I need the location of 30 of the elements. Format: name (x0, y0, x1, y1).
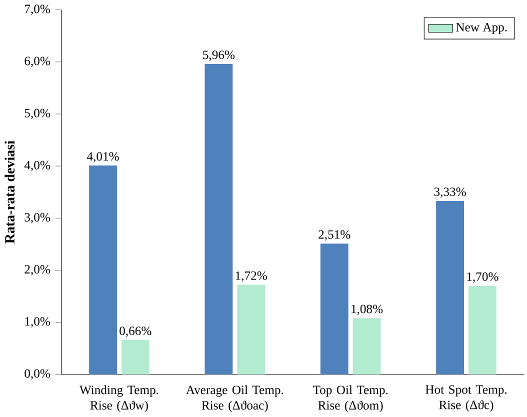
bar (237, 284, 266, 374)
bar (320, 244, 348, 374)
bar (352, 318, 381, 374)
bar (121, 340, 150, 374)
bar (436, 201, 464, 374)
y-tick-label: 7,0% (25, 4, 50, 16)
y-tick-label: 3,0% (24, 213, 50, 224)
data-label: 1,72% (236, 271, 267, 282)
data-label: 1,08% (352, 304, 383, 316)
bar (204, 64, 233, 374)
x-tick-label: Top Oil Temp. Rise (Δϑom) (312, 385, 388, 412)
y-tick-label: 5,0% (24, 108, 50, 120)
data-label: 4,01% (86, 152, 119, 163)
y-tick-label: 2,0% (24, 265, 50, 276)
y-axis-title: Rata-rata deviasi (4, 140, 15, 244)
y-tick-label: 4,0% (24, 160, 50, 172)
legend-label: New App. (456, 23, 507, 34)
data-label: 5,96% (203, 50, 235, 61)
data-label: 0,66% (120, 326, 152, 337)
y-tick-label: 0,0% (24, 369, 50, 380)
x-tick-label: Average Oil Temp. Rise (Δϑoac) (186, 385, 284, 412)
data-label: 2,51% (318, 230, 350, 241)
y-tick-label: 1,0% (25, 317, 50, 328)
x-tick-label: Winding Temp. Rise (Δϑw) (79, 385, 158, 412)
data-label: 3,33% (434, 188, 466, 198)
data-label: 1,70% (467, 272, 498, 283)
bar (468, 286, 496, 374)
bar (89, 166, 117, 374)
y-tick-label: 6,0% (24, 56, 50, 68)
x-tick-label: Hot Spot Temp. Rise (Δϑc) (426, 385, 507, 412)
